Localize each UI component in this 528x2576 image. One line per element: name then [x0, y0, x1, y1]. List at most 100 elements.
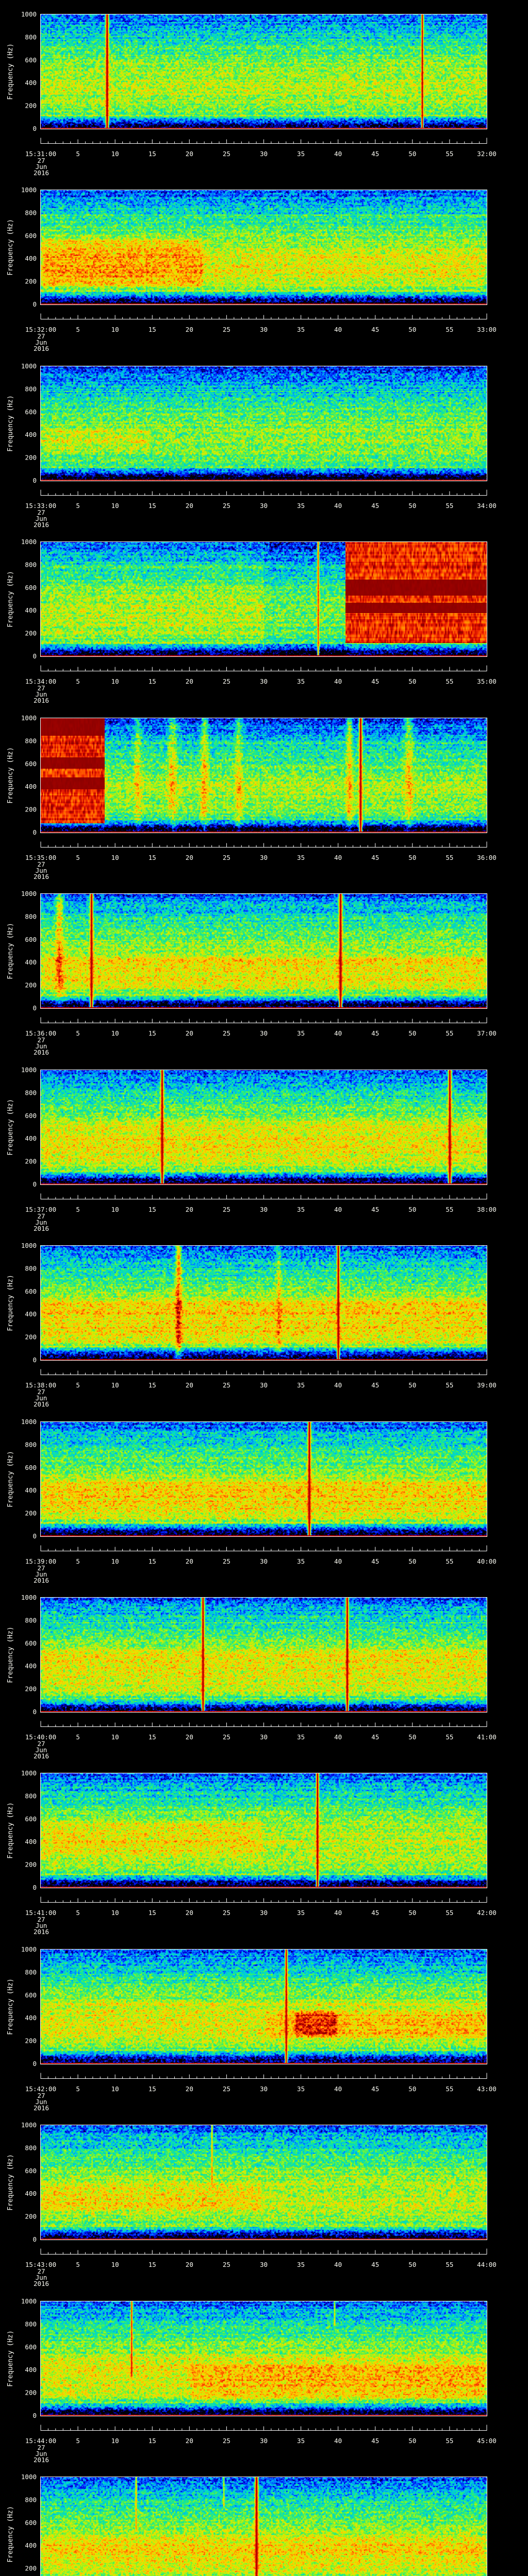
x-tick-label: 10	[111, 2261, 119, 2268]
x-tick-label: 5	[76, 1557, 80, 1565]
x-tick-label: 45	[371, 1206, 379, 1213]
y-tick-label: 400	[25, 1486, 37, 1494]
x-tick-label: 20	[186, 502, 193, 510]
y-tick-label: 400	[25, 2014, 37, 2022]
y-tick-label: 600	[25, 1639, 37, 1647]
y-tick-label: 200	[25, 278, 37, 285]
panel-axes: 0 200 400 600 800 1000 Frequency (Hz) 15:41:00 5…	[7, 1769, 497, 1935]
date-line: 27	[37, 1740, 45, 1748]
x-tick-label: 10	[111, 1909, 119, 1917]
end-time-label: 42:00	[477, 1909, 497, 1917]
date-line: Jun	[36, 2098, 47, 2106]
y-tick-label: 600	[25, 408, 37, 416]
x-tick-label: 35	[297, 150, 305, 158]
x-tick-label: 5	[76, 1381, 80, 1389]
y-tick-label: 1000	[21, 362, 37, 370]
y-tick-label: 600	[25, 760, 37, 768]
x-tick-label: 40	[334, 2437, 342, 2445]
y-tick-label: 400	[25, 1134, 37, 1142]
date-line: 27	[37, 860, 45, 868]
date-line: Jun	[36, 867, 47, 874]
x-tick-label: 15	[148, 1206, 156, 1213]
x-tick-label: 30	[260, 502, 268, 510]
plot-frame	[40, 1597, 487, 1713]
y-tick-label: 0	[32, 1532, 37, 1540]
y-tick-label: 200	[25, 2389, 37, 2397]
y-tick-label: 800	[25, 385, 37, 393]
spectrogram-panel-15-41-00: 0 200 400 600 800 1000 Frequency (Hz) 15:41:00 5…	[0, 1759, 528, 1935]
y-tick-label: 200	[25, 1158, 37, 1165]
x-tick-label: 40	[334, 1557, 342, 1565]
y-tick-label: 600	[25, 1991, 37, 1999]
plot-frame	[40, 1949, 487, 2064]
end-time-label: 43:00	[477, 2085, 497, 2093]
x-tick-label: 20	[186, 2261, 193, 2268]
x-tick-label: 40	[334, 150, 342, 158]
date-line: 2016	[34, 345, 49, 352]
y-tick-label: 600	[25, 2519, 37, 2527]
y-tick-label: 800	[25, 1089, 37, 1096]
x-tick-label: 40	[334, 326, 342, 333]
spectrogram-panel-15-31-00: 0 200 400 600 800 1000 Frequency (Hz) 15:31:00 5…	[0, 0, 528, 176]
x-tick-label: 45	[371, 1029, 379, 1037]
x-tick-label: 30	[260, 2085, 268, 2093]
y-tick-label: 800	[25, 1440, 37, 1448]
x-tick-label: 15	[148, 1733, 156, 1741]
x-tick-label: 50	[408, 677, 416, 685]
x-tick-label: 25	[223, 2085, 230, 2093]
plot-frame	[40, 190, 487, 305]
x-tick-label: 55	[446, 326, 453, 333]
y-tick-label: 0	[32, 300, 37, 308]
x-tick-label: 10	[111, 854, 119, 861]
x-tick-label: 5	[76, 2261, 80, 2268]
x-tick-label: 45	[371, 677, 379, 685]
y-axis-title: Frequency (Hz)	[7, 219, 14, 276]
x-tick-label: 55	[446, 1381, 453, 1389]
y-tick-label: 400	[25, 79, 37, 87]
spectrogram-panel-15-40-00: 0 200 400 600 800 1000 Frequency (Hz) 15:40:00 5…	[0, 1583, 528, 1759]
x-tick-label: 40	[334, 1909, 342, 1917]
x-tick-label: 55	[446, 1733, 453, 1741]
plot-frame	[40, 2477, 487, 2576]
date-line: 27	[37, 1916, 45, 1923]
date-line: 27	[37, 157, 45, 164]
date-line: 27	[37, 1036, 45, 1044]
y-tick-label: 400	[25, 2190, 37, 2197]
date-line: 27	[37, 1388, 45, 1396]
x-tick-label: 35	[297, 854, 305, 861]
x-tick-label: 50	[408, 1381, 416, 1389]
y-tick-label: 1000	[21, 2297, 37, 2305]
y-tick-label: 200	[25, 1861, 37, 1869]
x-tick-label: 5	[76, 1909, 80, 1917]
x-tick-label: 5	[76, 2085, 80, 2093]
start-time-label: 15:43:00	[25, 2261, 56, 2268]
y-axis-title: Frequency (Hz)	[7, 2506, 14, 2563]
x-tick-label: 10	[111, 1381, 119, 1389]
end-time-label: 36:00	[477, 854, 497, 861]
x-tick-label: 20	[186, 2085, 193, 2093]
end-time-label: 44:00	[477, 2261, 497, 2268]
x-tick-label: 35	[297, 677, 305, 685]
x-tick-label: 40	[334, 2261, 342, 2268]
date-line: Jun	[36, 2274, 47, 2281]
date-line: 2016	[34, 2104, 49, 2111]
start-time-label: 15:42:00	[25, 2085, 56, 2093]
start-time-label: 15:36:00	[25, 1029, 56, 1037]
x-tick-label: 30	[260, 1029, 268, 1037]
y-tick-label: 600	[25, 232, 37, 240]
spectrogram-panel-15-37-00: 0 200 400 600 800 1000 Frequency (Hz) 15:37:00 5…	[0, 1056, 528, 1232]
y-tick-label: 0	[32, 1708, 37, 1716]
x-tick-label: 40	[334, 854, 342, 861]
panel-axes: 0 200 400 600 800 1000 Frequency (Hz) 15:33:00 5…	[7, 362, 497, 528]
y-tick-label: 0	[32, 652, 37, 660]
y-tick-label: 800	[25, 1792, 37, 1800]
x-tick-label: 40	[334, 677, 342, 685]
end-time-label: 45:00	[477, 2437, 497, 2445]
y-tick-label: 400	[25, 783, 37, 790]
x-tick-label: 35	[297, 1381, 305, 1389]
plot-frame	[40, 366, 487, 481]
y-axis-title: Frequency (Hz)	[7, 1099, 14, 1156]
plot-frame	[40, 2301, 487, 2416]
x-tick-label: 10	[111, 1029, 119, 1037]
